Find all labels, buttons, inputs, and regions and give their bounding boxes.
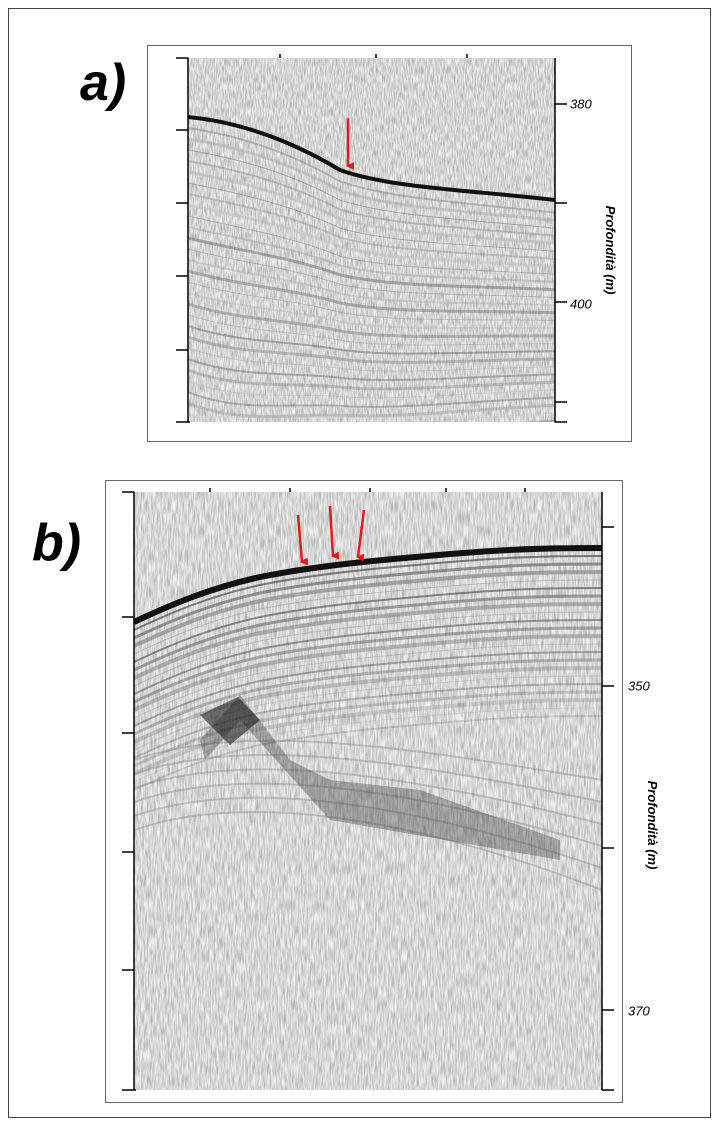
decoration [188,182,555,252]
decoration [134,690,602,768]
decoration [188,358,555,381]
decoration [134,782,602,847]
decoration [134,634,602,712]
arrow [328,505,340,560]
decoration [188,368,555,391]
decoration [134,698,602,776]
decoration [134,811,602,891]
decoration [188,215,555,275]
arrow [296,514,309,566]
panel-label: a) [80,54,126,112]
decoration [188,149,555,229]
decoration [188,236,555,292]
decoration [188,401,555,419]
decoration [134,626,602,704]
decoration [188,193,555,260]
decoration [188,281,555,321]
decoration [188,259,555,307]
decoration [188,248,555,298]
decoration [134,555,602,631]
decoration [188,170,555,245]
tick-label: 400 [570,296,592,311]
decoration [134,707,602,783]
panel-frame [105,480,623,1103]
decoration [188,314,555,346]
decoration [188,302,555,338]
decoration [134,602,602,680]
axis-label: Profondità (m) [603,206,618,295]
seismic-image [188,58,555,449]
decoration [134,651,602,727]
tick-label: 370 [628,1003,650,1018]
axis-label: Profondità (m) [645,781,660,870]
decoration [188,428,555,449]
decoration [188,325,555,355]
decoration [188,127,555,214]
decoration [134,715,602,791]
decoration [134,683,602,759]
decoration [134,796,602,869]
decoration [134,579,602,655]
panel-label: b) [32,514,81,572]
decoration [134,675,602,751]
decoration [134,658,602,736]
decoration [134,666,602,744]
decoration [188,391,555,408]
arrow [356,509,366,562]
decoration [134,619,602,695]
decoration [188,203,555,269]
decoration [134,768,602,825]
panel-frame [147,45,632,442]
decoration [188,226,555,283]
decoration [134,594,602,672]
decoration [188,412,555,422]
decoration [188,335,555,364]
decoration [521,419,555,422]
decoration [188,269,555,315]
decoration [134,754,602,803]
tick-label: 380 [570,96,592,111]
decoration [134,587,602,663]
outer-frame [8,8,711,1118]
decoration [188,137,555,222]
decoration [134,739,602,781]
decoration [188,292,555,330]
decoration [134,611,602,687]
decoration [134,562,602,640]
decoration [134,643,602,719]
tick-label: 350 [628,678,650,693]
decoration [188,347,555,372]
decoration [188,160,555,237]
decoration [134,570,602,648]
decoration [188,380,555,399]
seismic-image [134,492,602,1090]
